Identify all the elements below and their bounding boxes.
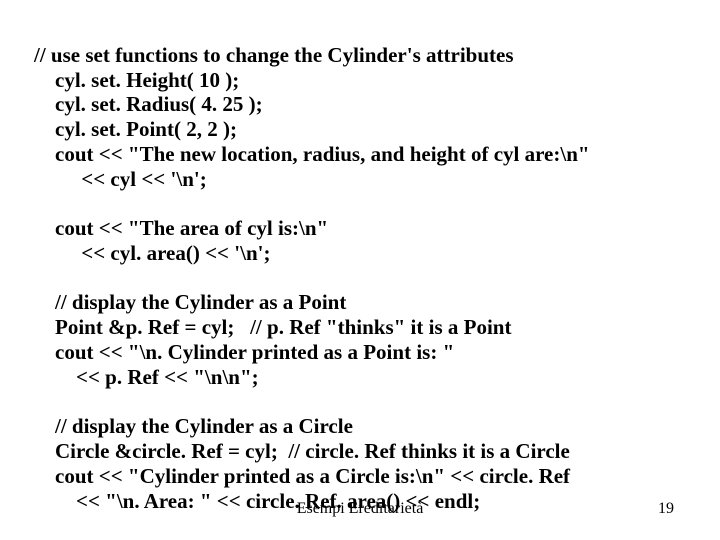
- code-line: // use set functions to change the Cylin…: [34, 43, 514, 67]
- code-line: cout << "Cylinder printed as a Circle is…: [34, 464, 570, 488]
- code-line: // display the Cylinder as a Point: [34, 290, 346, 314]
- code-line: cout << "\n. Cylinder printed as a Point…: [34, 340, 454, 364]
- code-line: << cyl << '\n';: [34, 167, 207, 191]
- code-line: // display the Cylinder as a Circle: [34, 414, 353, 438]
- code-line: << p. Ref << "\n\n";: [34, 365, 259, 389]
- footer-title: Esempi Ereditarietà: [0, 500, 720, 518]
- slide: // use set functions to change the Cylin…: [0, 0, 720, 540]
- code-line: << cyl. area() << '\n';: [34, 241, 270, 265]
- code-block: // use set functions to change the Cylin…: [34, 18, 690, 540]
- code-line: cyl. set. Point( 2, 2 );: [34, 117, 237, 141]
- code-line: cyl. set. Radius( 4. 25 );: [34, 92, 263, 116]
- code-line: cyl. set. Height( 10 );: [34, 68, 239, 92]
- code-line: cout << "The new location, radius, and h…: [34, 142, 590, 166]
- page-number: 19: [658, 500, 674, 518]
- code-line: Point &p. Ref = cyl; // p. Ref "thinks" …: [34, 315, 511, 339]
- code-line: cout << "The area of cyl is:\n": [34, 216, 328, 240]
- code-line: Circle &circle. Ref = cyl; // circle. Re…: [34, 439, 570, 463]
